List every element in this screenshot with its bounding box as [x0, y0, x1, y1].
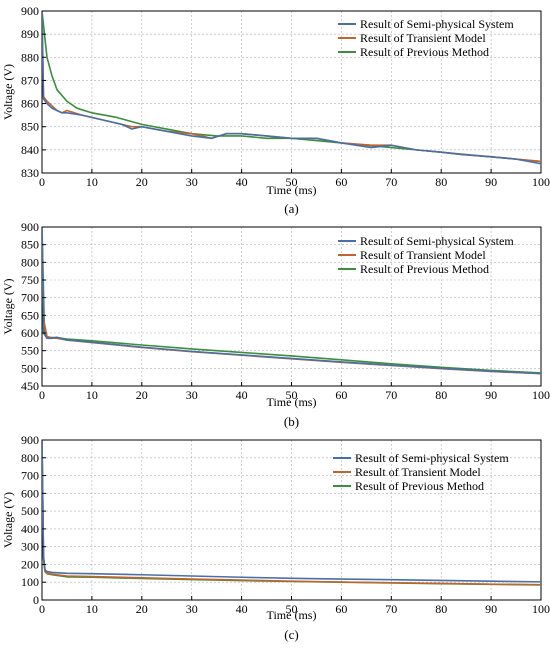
x-tick-label: 40	[236, 388, 248, 402]
x-tick-label: 60	[335, 602, 347, 616]
y-axis-label: Voltage (V)	[1, 492, 15, 548]
y-tick-label: 880	[21, 50, 39, 64]
x-tick-label: 100	[532, 388, 550, 402]
y-tick-label: 850	[21, 238, 39, 252]
x-axis-label: Time (ms)	[267, 608, 317, 622]
x-tick-label: 90	[485, 175, 497, 189]
y-tick-label: 0	[33, 593, 39, 607]
y-tick-label: 550	[21, 344, 39, 358]
series-line-semi_physical	[42, 11, 541, 165]
x-tick-label: 20	[136, 175, 148, 189]
y-tick-label: 850	[21, 120, 39, 134]
y-tick-label: 900	[21, 433, 39, 447]
series-line-transient	[42, 440, 541, 586]
x-tick-label: 60	[335, 388, 347, 402]
x-tick-label: 10	[86, 175, 98, 189]
y-tick-label: 800	[21, 255, 39, 269]
y-axis-label: Voltage (V)	[1, 278, 15, 334]
legend-entry: Result of Previous Method	[360, 45, 489, 59]
panel-label: (b)	[284, 414, 299, 429]
y-tick-label: 900	[21, 220, 39, 234]
legend-entry: Result of Semi-physical System	[355, 451, 509, 465]
x-tick-label: 80	[435, 602, 447, 616]
x-tick-label: 20	[136, 388, 148, 402]
x-tick-label: 100	[532, 602, 550, 616]
x-tick-label: 60	[335, 175, 347, 189]
legend-entry: Result of Previous Method	[355, 479, 484, 493]
y-tick-label: 700	[21, 291, 39, 305]
y-tick-label: 800	[21, 451, 39, 465]
x-tick-label: 0	[39, 602, 45, 616]
x-tick-label: 0	[39, 175, 45, 189]
y-axis-label: Voltage (V)	[1, 64, 15, 120]
legend-entry: Result of Transient Model	[360, 31, 486, 45]
x-tick-label: 30	[186, 175, 198, 189]
x-tick-label: 10	[86, 388, 98, 402]
panel-label: (c)	[284, 627, 298, 642]
y-tick-label: 500	[21, 504, 39, 518]
chart-panel-b: 0 10 20 30 40 50 60 70 80 90 100 450 500 550 600 650 700…	[1, 220, 550, 429]
x-tick-label: 10	[86, 602, 98, 616]
y-tick-label: 830	[21, 166, 39, 180]
y-tick-label: 840	[21, 143, 39, 157]
y-tick-label: 400	[21, 522, 39, 536]
x-axis-label: Time (ms)	[267, 183, 317, 197]
y-tick-label: 600	[21, 326, 39, 340]
series-line-semi_physical	[42, 440, 541, 583]
panel-label: (a)	[284, 201, 298, 216]
x-tick-label: 30	[186, 602, 198, 616]
y-tick-label: 600	[21, 486, 39, 500]
x-tick-label: 20	[136, 602, 148, 616]
x-tick-label: 30	[186, 388, 198, 402]
y-tick-label: 650	[21, 308, 39, 322]
chart-panel-c: 0 10 20 30 40 50 60 70 80 90 100010020030040050060…	[1, 433, 550, 642]
legend-entry: Result of Semi-physical System	[360, 234, 514, 248]
y-tick-label: 890	[21, 27, 39, 41]
x-tick-label: 80	[435, 388, 447, 402]
x-tick-label: 90	[485, 602, 497, 616]
y-tick-label: 700	[21, 469, 39, 483]
x-tick-label: 100	[532, 175, 550, 189]
x-tick-label: 0	[39, 388, 45, 402]
x-tick-label: 50	[286, 175, 298, 189]
x-tick-label: 50	[286, 602, 298, 616]
y-tick-label: 200	[21, 557, 39, 571]
x-tick-label: 40	[236, 175, 248, 189]
x-tick-label: 50	[286, 388, 298, 402]
x-tick-label: 40	[236, 602, 248, 616]
legend-entry: Result of Previous Method	[360, 262, 489, 276]
x-tick-label: 90	[485, 388, 497, 402]
x-axis-label: Time (ms)	[267, 395, 317, 409]
chart-panel-a: 0 10 20 30 40 50 60 70 80 90 100 830 840 850 860 870 880…	[1, 4, 550, 216]
y-tick-label: 100	[21, 575, 39, 589]
y-tick-label: 860	[21, 97, 39, 111]
y-tick-label: 300	[21, 540, 39, 554]
y-tick-label: 750	[21, 273, 39, 287]
y-tick-label: 450	[21, 379, 39, 393]
legend-entry: Result of Transient Model	[355, 465, 481, 479]
x-tick-label: 70	[385, 602, 397, 616]
legend-entry: Result of Transient Model	[360, 248, 486, 262]
y-tick-label: 500	[21, 361, 39, 375]
legend-entry: Result of Semi-physical System	[360, 17, 514, 31]
series-line-semi_physical	[42, 227, 541, 375]
x-tick-label: 80	[435, 175, 447, 189]
y-tick-label: 900	[21, 4, 39, 18]
x-tick-label: 70	[385, 388, 397, 402]
x-tick-label: 70	[385, 175, 397, 189]
y-tick-label: 870	[21, 73, 39, 87]
